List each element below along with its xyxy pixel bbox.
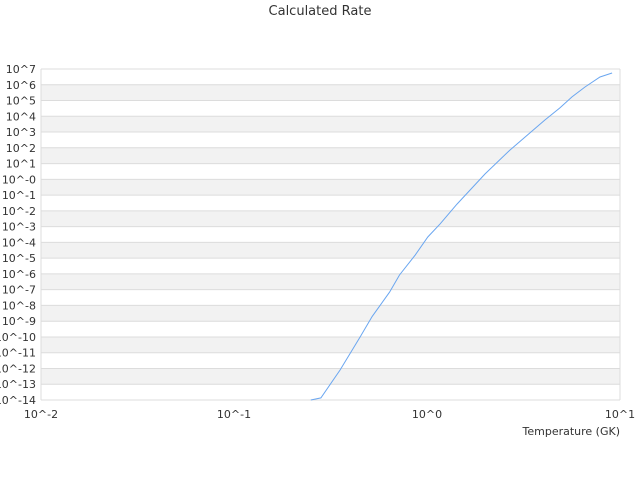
y-tick-label: 10^-3: [2, 221, 36, 234]
grid-band: [41, 336, 620, 353]
series-line: [310, 72, 613, 401]
y-tick-label: 10^-7: [2, 284, 36, 297]
x-tick-label: 10^0: [412, 408, 442, 421]
y-tick-label: 10^-5: [2, 252, 36, 265]
y-tick-label: 10^4: [6, 110, 36, 123]
grid-band: [41, 147, 620, 164]
x-axis-label: Temperature (GK): [522, 425, 621, 438]
chart-title: Calculated Rate: [268, 4, 372, 19]
grid-band: [41, 242, 620, 259]
grid-band: [41, 84, 620, 101]
x-tick-label: 10^-2: [24, 408, 58, 421]
y-tick-label: 10^-0: [2, 173, 36, 186]
y-tick-label: 10^-8: [2, 299, 36, 312]
y-tick-label: 10^7: [6, 63, 36, 76]
y-tick-label: 10^-1: [2, 189, 36, 202]
y-tick-label: 10^1: [6, 158, 36, 171]
grid-band: [41, 305, 620, 322]
grid-band: [41, 368, 620, 385]
x-tick-label: 10^1: [605, 408, 635, 421]
y-tick-label: 10^-6: [2, 268, 36, 281]
y-tick-label: 10^2: [6, 142, 36, 155]
y-tick-label: 10^-11: [0, 347, 36, 360]
grid-band: [41, 273, 620, 290]
y-tick-label: 10^-10: [0, 331, 36, 344]
y-tick-label: 10^-13: [0, 378, 36, 391]
y-tick-label: 10^-9: [2, 315, 36, 328]
y-tick-label: 10^3: [6, 126, 36, 139]
y-tick-label: 10^-12: [0, 362, 36, 375]
grid-band: [41, 210, 620, 227]
y-tick-label: 10^-14: [0, 394, 36, 407]
grid-band: [41, 116, 620, 133]
y-tick-label: 10^5: [6, 95, 36, 108]
y-tick-label: 10^-2: [2, 205, 36, 218]
x-tick-label: 10^-1: [217, 408, 251, 421]
y-tick-label: 10^6: [6, 79, 36, 92]
y-tick-label: 10^-4: [2, 236, 36, 249]
grid-band: [41, 179, 620, 196]
